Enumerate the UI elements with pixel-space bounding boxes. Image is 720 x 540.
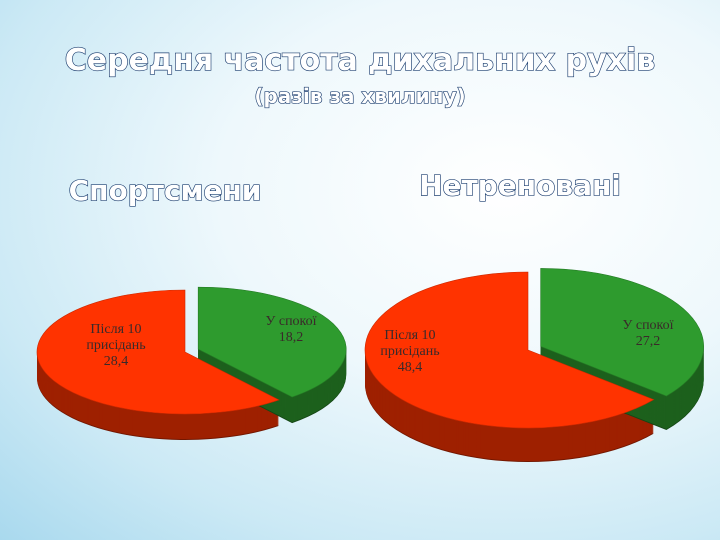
category-label: У спокої [265,314,317,329]
slice [364,271,655,429]
value-label: 18,2 [278,330,304,345]
slice [197,286,347,398]
slice [36,289,280,415]
chart-title: Спортсмени [69,174,262,207]
data-label: У спокої 27,2 [600,318,696,350]
value-label: 28,4 [103,354,129,369]
data-label: Після 10 присідань 28,4 [68,322,164,370]
category-label: Після 10 присідань [86,322,146,353]
category-label: У спокої [622,318,674,333]
slide-title: Середня частота дихальних рухів [65,43,656,78]
slice [540,268,704,397]
value-label: 27,2 [635,334,661,349]
slide-subtitle: (разів за хвилину) [254,84,465,108]
category-label: Після 10 присідань [380,328,440,359]
chart-title: Нетреновані [419,169,621,202]
value-label: 48,4 [397,360,423,375]
data-label: У спокої 18,2 [243,314,339,346]
data-label: Після 10 присідань 48,4 [362,328,458,376]
